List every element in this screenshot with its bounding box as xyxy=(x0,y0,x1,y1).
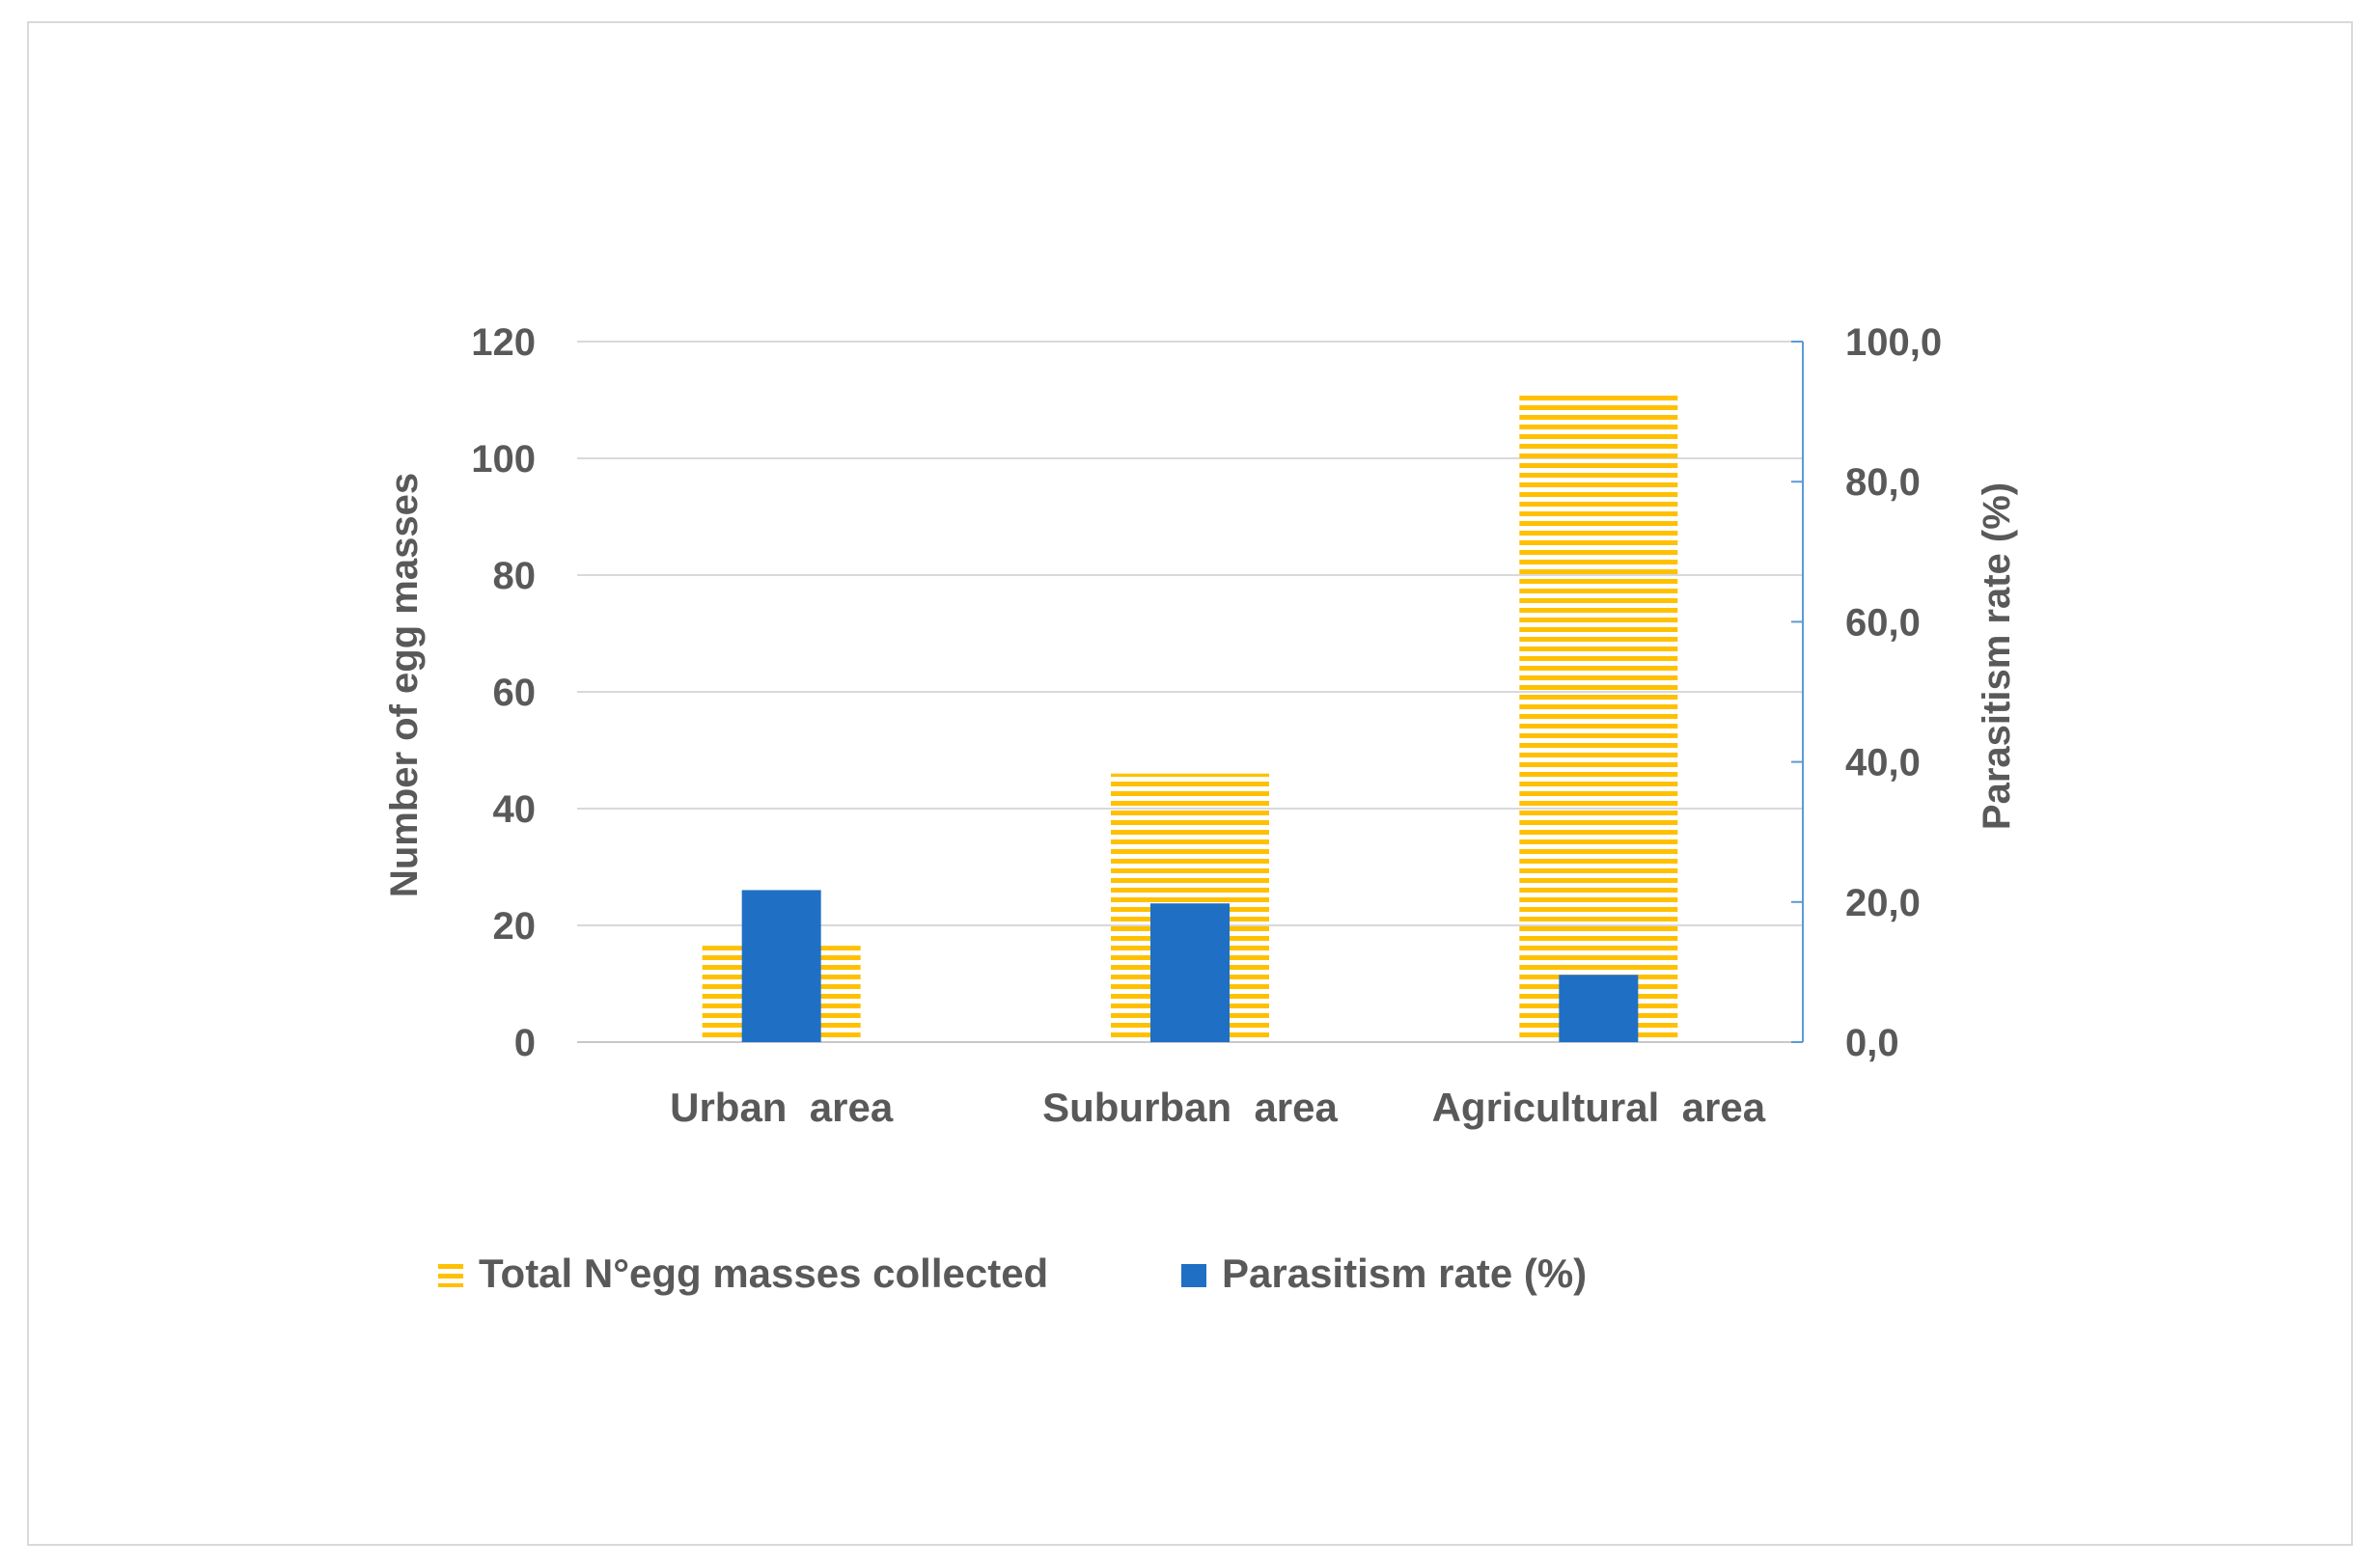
left-axis-ticks: 0 20 40 60 80 100 120 xyxy=(471,321,536,1064)
y2-tick-label: 0,0 xyxy=(1845,1022,1899,1064)
y-tick-label: 0 xyxy=(514,1022,536,1064)
y-tick-label: 20 xyxy=(493,905,537,948)
y-tick-label: 40 xyxy=(493,788,537,831)
right-axis-ticks: 0,0 20,0 40,0 60,0 80,0 100,0 xyxy=(1791,321,1942,1064)
y-axis-title: Number of egg masses xyxy=(383,473,426,897)
category-labels: Urban area Suburban area Agricultural area xyxy=(670,1085,1766,1130)
y2-tick-label: 100,0 xyxy=(1845,321,1942,364)
legend-label-egg-masses: Total N°egg masses collected xyxy=(479,1251,1048,1296)
legend-swatch-egg-masses xyxy=(438,1264,463,1287)
bar-egg-masses xyxy=(1519,391,1678,1042)
y2-tick-label: 20,0 xyxy=(1845,882,1921,924)
legend-label-parasitism: Parasitism rate (%) xyxy=(1222,1251,1587,1296)
bar-parasitism-rate xyxy=(1150,903,1230,1042)
y-tick-label: 100 xyxy=(471,438,536,481)
bar-parasitism-rate xyxy=(1559,975,1639,1042)
bars xyxy=(702,391,1678,1042)
category-label: Urban area xyxy=(670,1085,894,1130)
bar-parasitism-rate xyxy=(741,890,821,1042)
y2-tick-label: 60,0 xyxy=(1845,601,1921,644)
category-label: Agricultural area xyxy=(1432,1085,1766,1130)
y2-axis-title: Parasitism rate (%) xyxy=(1976,482,2018,830)
legend-swatch-parasitism xyxy=(1181,1264,1206,1287)
y2-tick-label: 80,0 xyxy=(1845,461,1921,504)
category-label: Suburban area xyxy=(1042,1085,1338,1130)
y-tick-label: 60 xyxy=(493,672,537,714)
y2-tick-label: 40,0 xyxy=(1845,742,1921,784)
legend: Total N°egg masses collected Parasitism … xyxy=(438,1251,1587,1296)
y-tick-label: 80 xyxy=(493,555,537,597)
y-tick-label: 120 xyxy=(471,321,536,364)
